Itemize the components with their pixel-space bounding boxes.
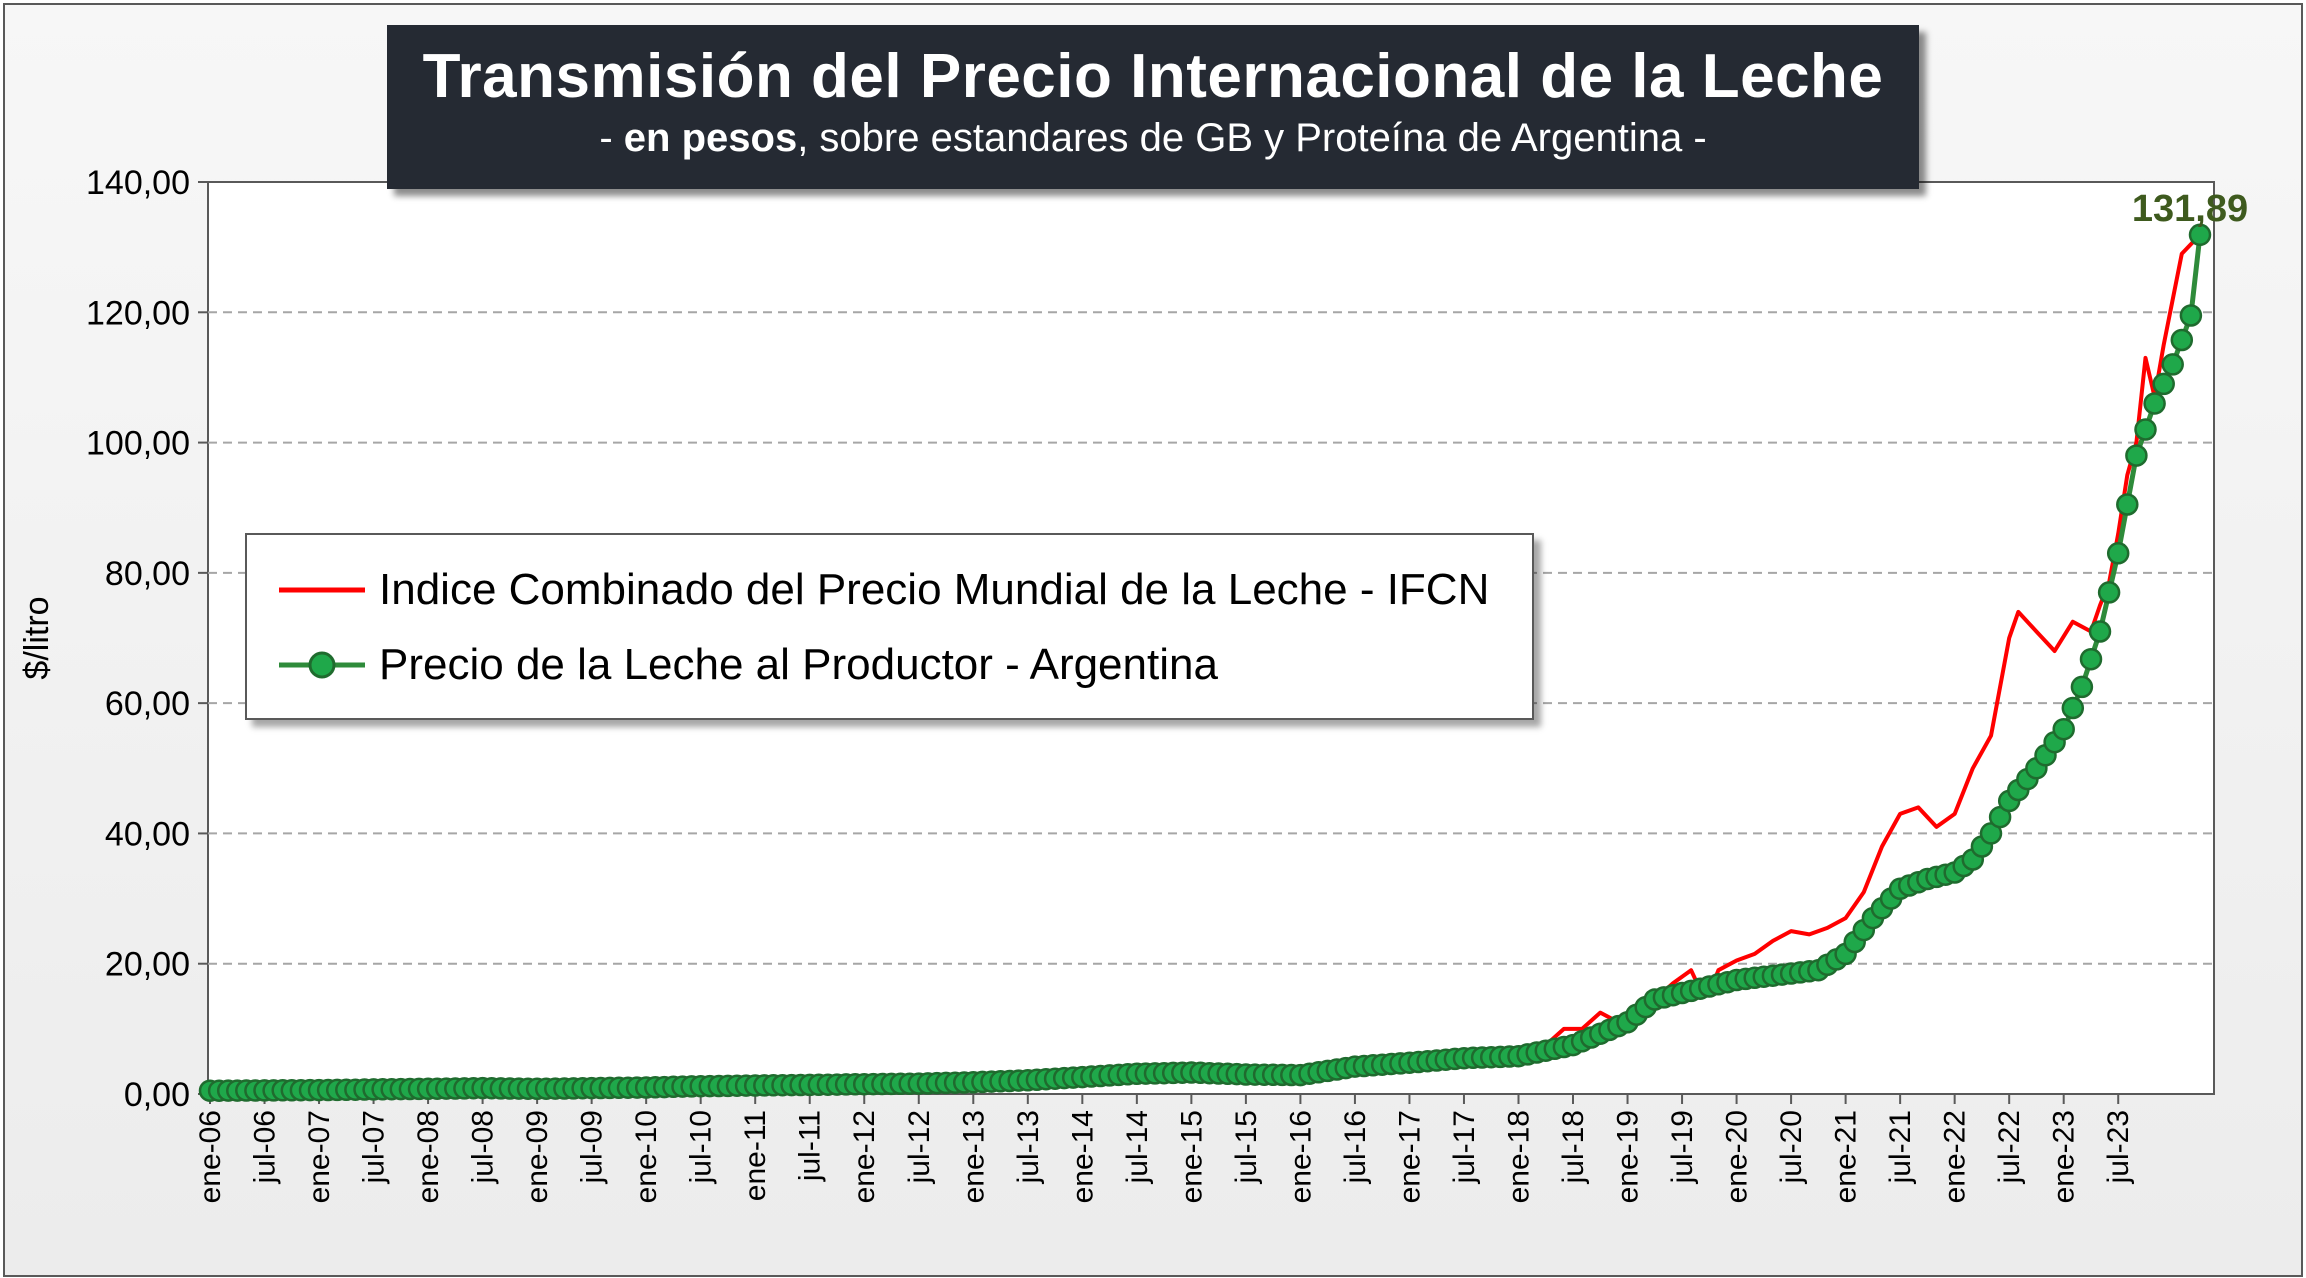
y-tick-label: 120,00	[86, 294, 190, 332]
data-point-productor	[2116, 493, 2139, 516]
data-point-productor	[2134, 418, 2157, 441]
data-point-productor	[2152, 372, 2175, 396]
x-tick-label: ene-22	[1939, 1110, 1972, 1203]
last-value-label: 131,89	[2132, 188, 2248, 230]
y-tick-label: 140,00	[86, 164, 190, 202]
legend: Indice Combinado del Precio Mundial de l…	[245, 533, 1534, 720]
x-tick-label: jul-18	[1557, 1110, 1590, 1184]
x-tick-label: ene-09	[521, 1110, 554, 1203]
x-tick-label: jul-17	[1448, 1110, 1481, 1184]
data-point-productor	[2161, 353, 2184, 376]
x-tick-label: jul-14	[1121, 1110, 1154, 1184]
y-axis-ticks: 0,00 20,00 40,00 60,00 80,00 100,00 120,00 140,…	[86, 164, 208, 1114]
data-point-productor	[2061, 696, 2085, 720]
legend-label-ifcn: Indice Combinado del Precio Mundial de l…	[379, 565, 1490, 614]
y-tick-label: 0,00	[124, 1076, 190, 1114]
legend-item-productor: Precio de la Leche al Productor - Argent…	[279, 635, 1218, 695]
x-tick-label: jul-13	[1012, 1110, 1045, 1184]
subtitle-rest: , sobre estandares de GB y Proteína de A…	[797, 116, 1707, 160]
y-tick-label: 40,00	[105, 815, 190, 853]
x-tick-label: ene-08	[412, 1110, 445, 1203]
legend-label-productor: Precio de la Leche al Productor - Argent…	[379, 640, 1218, 689]
data-point-productor	[2079, 647, 2103, 671]
x-tick-label: jul-15	[1230, 1110, 1263, 1184]
series-layer	[198, 223, 2212, 1102]
legend-swatch-productor	[279, 651, 365, 679]
data-point-productor	[2125, 444, 2148, 467]
x-tick-label: ene-11	[739, 1110, 772, 1201]
x-tick-label: jul-06	[249, 1110, 282, 1184]
data-point-productor	[2052, 717, 2075, 741]
x-tick-label: jul-08	[467, 1110, 500, 1184]
y-tick-label: 20,00	[105, 946, 190, 984]
subtitle-prefix: -	[599, 116, 624, 160]
title-banner: Transmisión del Precio Internacional de …	[387, 25, 1919, 189]
x-tick-label: ene-16	[1284, 1110, 1317, 1203]
y-axis-label: $/litro	[18, 596, 56, 679]
x-axis-ticks: ene-06 jul-06 ene-07 jul-07 ene-08 jul-08 ene-…	[194, 1094, 2135, 1203]
x-tick-label: ene-17	[1393, 1110, 1426, 1203]
x-tick-label: jul-12	[903, 1110, 936, 1184]
data-point-productor	[2170, 328, 2194, 352]
chart-subtitle: - en pesos, sobre estandares de GB y Pro…	[387, 116, 1919, 161]
x-tick-label: ene-13	[957, 1110, 990, 1203]
x-tick-label: ene-07	[303, 1110, 336, 1203]
x-tick-label: ene-21	[1830, 1110, 1863, 1203]
x-tick-label: ene-12	[848, 1110, 881, 1203]
x-tick-label: ene-19	[1612, 1110, 1645, 1203]
legend-item-ifcn: Indice Combinado del Precio Mundial de l…	[279, 560, 1489, 620]
x-tick-label: jul-23	[2102, 1110, 2135, 1184]
x-tick-label: jul-07	[358, 1110, 391, 1184]
legend-swatch-ifcn	[279, 587, 365, 593]
y-tick-label: 60,00	[105, 685, 190, 723]
data-point-productor	[2070, 675, 2094, 699]
data-point-productor	[2188, 223, 2212, 247]
x-tick-label: jul-09	[576, 1110, 609, 1184]
y-tick-label: 100,00	[86, 425, 190, 463]
x-tick-label: ene-23	[2048, 1110, 2081, 1203]
x-tick-label: jul-10	[685, 1110, 718, 1184]
y-tick-label: 80,00	[105, 555, 190, 593]
data-point-productor	[2106, 542, 2130, 565]
subtitle-bold: en pesos	[623, 116, 798, 160]
x-tick-label: ene-06	[194, 1110, 227, 1203]
data-point-productor	[2143, 392, 2166, 415]
x-tick-label: jul-11	[794, 1110, 827, 1182]
data-point-productor	[2088, 620, 2112, 643]
x-tick-label: ene-20	[1721, 1110, 1754, 1203]
x-tick-label: ene-18	[1502, 1110, 1535, 1203]
chart-title: Transmisión del Precio Internacional de …	[422, 42, 1884, 111]
x-tick-label: jul-20	[1775, 1110, 1808, 1184]
x-tick-label: jul-16	[1339, 1110, 1372, 1184]
data-point-productor	[2179, 304, 2203, 327]
x-tick-label: ene-14	[1066, 1110, 1099, 1203]
x-tick-label: ene-15	[1175, 1110, 1208, 1203]
x-tick-label: jul-21	[1884, 1110, 1917, 1184]
x-tick-label: ene-10	[630, 1110, 663, 1203]
x-tick-label: jul-19	[1666, 1110, 1699, 1184]
data-point-productor	[2097, 581, 2121, 604]
x-tick-label: jul-22	[1993, 1110, 2026, 1184]
